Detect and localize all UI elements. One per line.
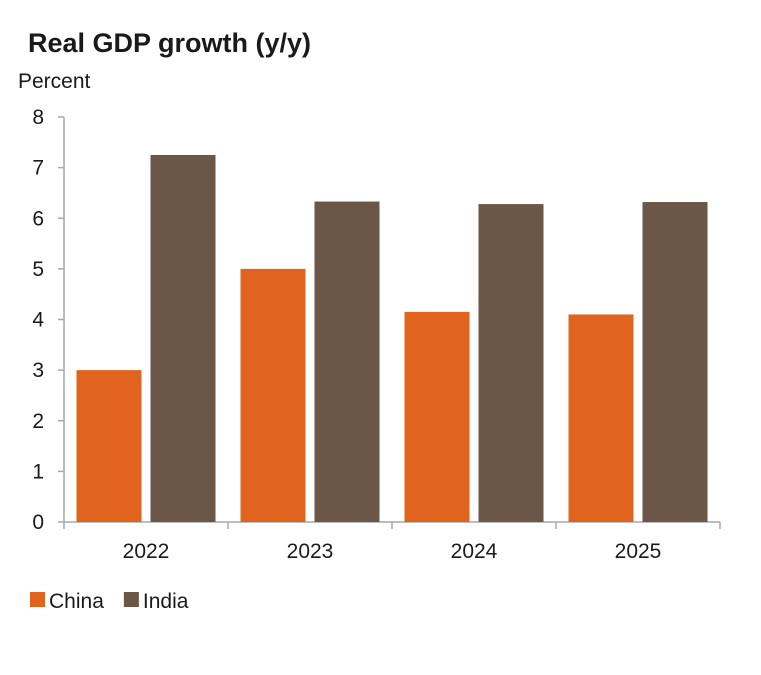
y-tick-label: 5 [32, 258, 44, 281]
legend-label-india: India [143, 590, 189, 613]
bar-china-2023 [240, 268, 306, 522]
bar-china-2024 [404, 311, 470, 522]
bar-india-2023 [314, 201, 380, 522]
chart-title: Real GDP growth (y/y) [28, 28, 312, 58]
bar-india-2024 [478, 204, 544, 522]
y-tick-label: 1 [32, 460, 44, 483]
bar-china-2025 [568, 314, 634, 522]
legend-label-china: China [49, 590, 104, 613]
x-tick-label: 2025 [615, 540, 662, 563]
bar-india-2025 [642, 202, 708, 523]
bars [76, 154, 708, 523]
legend-swatch-india [123, 592, 139, 607]
y-tick-label: 4 [32, 309, 44, 332]
x-tick-label: 2023 [287, 540, 334, 563]
y-tick-label: 0 [32, 511, 44, 534]
y-tick-label: 3 [32, 359, 44, 382]
y-tick-label: 8 [32, 106, 44, 129]
y-tick-label: 2 [32, 410, 44, 433]
y-tick-label: 7 [32, 157, 44, 180]
bar-china-2022 [76, 370, 142, 522]
y-axis-label: Percent [18, 70, 91, 93]
legend: China India [30, 590, 189, 613]
legend-swatch-china [30, 592, 45, 607]
x-axis: 2022 2023 2024 2025 [63, 521, 721, 563]
x-tick-label: 2024 [451, 540, 498, 563]
bar-india-2022 [150, 154, 216, 522]
y-axis: 0 1 2 3 4 5 6 7 8 [32, 106, 65, 534]
x-tick-label: 2022 [123, 540, 170, 563]
y-tick-label: 6 [32, 207, 44, 230]
